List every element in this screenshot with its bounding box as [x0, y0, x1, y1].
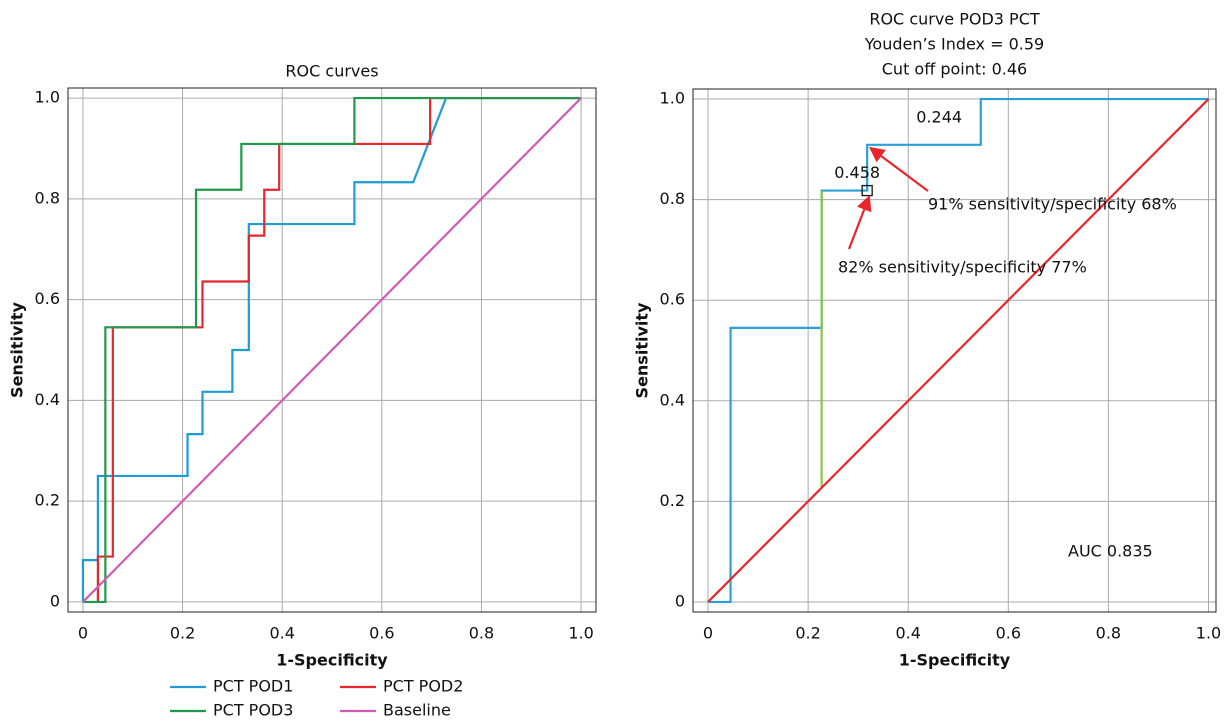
- roc-line: [82, 96, 582, 604]
- y-tick-label: 0.2: [660, 491, 685, 510]
- plot-frame: [67, 87, 597, 613]
- x-axis-label: 1-Specificity: [276, 651, 388, 670]
- roc-line: [81, 96, 582, 602]
- plot-frame: [692, 88, 1217, 613]
- annotation: AUC 0.835: [1068, 542, 1153, 561]
- y-tick-label: 0.2: [35, 491, 60, 510]
- y-tick-label: 0.6: [660, 290, 685, 309]
- x-tick-label: 0: [703, 624, 713, 643]
- chart-subtitle: Youden’s Index = 0.59: [864, 35, 1044, 54]
- y-tick-label: 0.8: [35, 188, 60, 207]
- y-tick-label: 0.4: [660, 390, 685, 409]
- annotation: 82% sensitivity/specificity 77%: [838, 258, 1087, 277]
- roc-line: [96, 96, 582, 602]
- y-tick-label: 1.0: [660, 89, 685, 108]
- x-tick-label: 0.2: [170, 624, 195, 643]
- annotation-arrow: [868, 146, 929, 192]
- y-tick-label: 0: [50, 591, 60, 610]
- legend-label: PCT POD3: [213, 701, 293, 720]
- x-tick-label: 1.0: [568, 624, 593, 643]
- y-tick-label: 0: [675, 591, 685, 610]
- chart-title: ROC curve POD3 PCT: [869, 10, 1040, 29]
- roc-line: [707, 98, 1210, 603]
- legend-label: PCT POD2: [383, 677, 463, 696]
- annotation: 0.244: [916, 107, 962, 126]
- legend-label: Baseline: [383, 701, 451, 720]
- x-tick-label: 0.4: [895, 624, 920, 643]
- y-tick-label: 0.4: [35, 390, 60, 409]
- y-axis-label: Sensitivity: [633, 302, 652, 398]
- annotation: 91% sensitivity/specificity 68%: [928, 195, 1177, 214]
- y-axis-label: Sensitivity: [8, 301, 27, 397]
- chart-title: ROC curves: [285, 62, 378, 81]
- x-tick-label: 0.2: [795, 624, 820, 643]
- y-tick-label: 0.6: [35, 289, 60, 308]
- chart-subtitle: Cut off point: 0.46: [882, 60, 1027, 79]
- x-tick-label: 0.8: [1096, 624, 1121, 643]
- legend-label: PCT POD1: [213, 677, 293, 696]
- y-tick-label: 1.0: [35, 88, 60, 107]
- y-tick-label: 0.8: [660, 189, 685, 208]
- x-tick-label: 1.0: [1196, 624, 1221, 643]
- roc-line: [82, 97, 582, 603]
- x-tick-label: 0.6: [369, 624, 394, 643]
- annotation: 0.458: [834, 163, 880, 182]
- roc-line: [708, 97, 1209, 604]
- annotation-arrow: [847, 195, 872, 250]
- x-tick-label: 0.4: [269, 624, 294, 643]
- x-tick-label: 0.6: [996, 624, 1021, 643]
- x-tick-label: 0: [78, 624, 88, 643]
- x-axis-label: 1-Specificity: [899, 651, 1011, 670]
- x-tick-label: 0.8: [469, 624, 494, 643]
